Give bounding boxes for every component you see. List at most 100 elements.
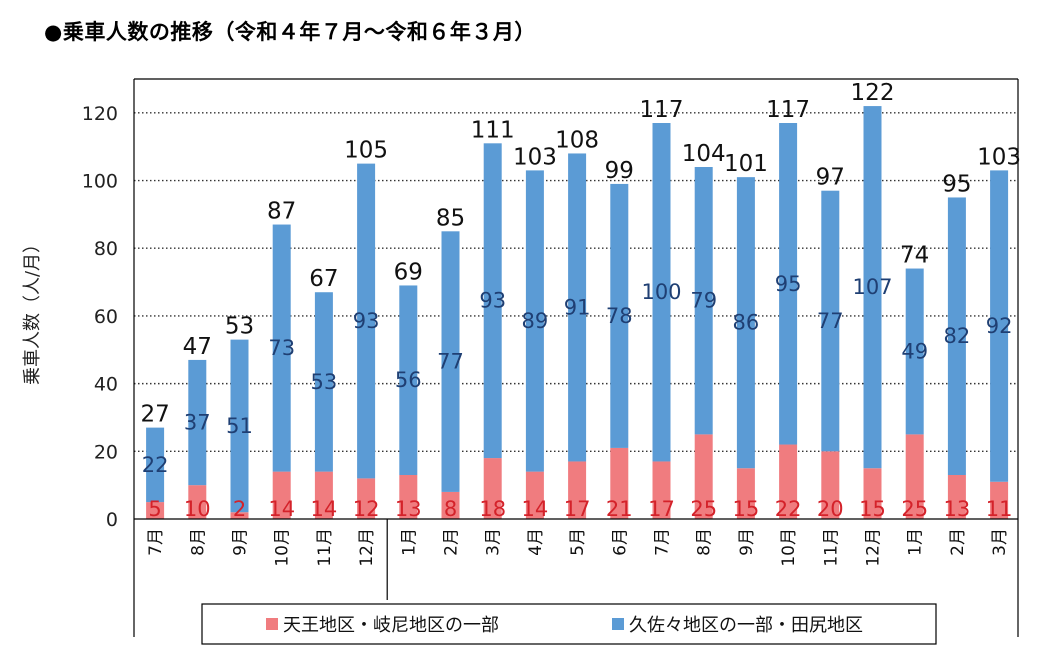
value-label-kusaza: 82 — [944, 324, 971, 348]
y-axis-label: 乗車人数（人/月） — [22, 235, 43, 385]
x-category-label: 9月 — [231, 528, 251, 556]
bar-segment-kusaza — [525, 170, 544, 472]
legend-swatch-tenno — [266, 618, 278, 630]
bar-segment-kusaza — [652, 123, 671, 462]
data-labels: 27 22 5 47 37 10 53 51 2 87 73 14 67 53 14 105 93 12 69 56 1… — [140, 80, 1021, 521]
value-label-tenno: 5 — [148, 497, 161, 521]
total-label: 104 — [682, 141, 726, 167]
value-label-kusaza: 53 — [311, 370, 338, 394]
legend-box — [201, 603, 937, 645]
total-label: 101 — [724, 151, 768, 177]
x-category-label: 5月 — [568, 528, 588, 556]
bar-segment-tenno — [694, 434, 713, 519]
bar-segment-tenno — [357, 478, 376, 519]
value-label-kusaza: 78 — [606, 304, 633, 328]
bar-segment-kusaza — [314, 292, 333, 472]
bar-segment-tenno — [779, 444, 798, 519]
total-label: 95 — [942, 171, 971, 197]
value-label-tenno: 17 — [648, 497, 675, 521]
total-label: 103 — [513, 144, 557, 170]
bar-segment-kusaza — [779, 123, 798, 445]
bar-segment-tenno — [399, 475, 418, 519]
total-label: 103 — [977, 144, 1021, 170]
bar-segment-tenno — [146, 502, 165, 519]
value-label-tenno: 17 — [564, 497, 591, 521]
bar-segment-kusaza — [272, 224, 291, 472]
x-category-label: 7月 — [653, 528, 673, 556]
total-label: 111 — [471, 117, 515, 143]
x-category-label: 2月 — [948, 528, 968, 556]
x-category-label: 10月 — [779, 528, 799, 567]
bar-segment-tenno — [905, 434, 924, 519]
value-label-kusaza: 22 — [142, 453, 169, 477]
value-label-kusaza: 56 — [395, 368, 422, 392]
total-label: 87 — [267, 199, 296, 225]
x-category-label: 1月 — [906, 528, 926, 556]
x-category-label: 4月 — [526, 528, 546, 556]
value-label-kusaza: 49 — [901, 339, 928, 363]
bar-segment-kusaza — [483, 143, 502, 459]
value-label-tenno: 14 — [268, 497, 295, 521]
bar-segment-kusaza — [610, 183, 629, 448]
bar-segment-tenno — [188, 485, 207, 519]
bar-segment-kusaza — [568, 153, 587, 462]
bar-segment-tenno — [947, 475, 966, 519]
y-tick-label: 120 — [82, 103, 118, 125]
bar-segment-tenno — [610, 447, 629, 519]
value-label-tenno: 25 — [690, 497, 717, 521]
y-tick-label: 40 — [94, 374, 118, 396]
bar-segment-kusaza — [146, 427, 165, 503]
x-category-label: 11月 — [315, 528, 335, 567]
value-label-tenno: 15 — [859, 497, 886, 521]
bar-segment-kusaza — [905, 268, 924, 435]
y-tick-label: 60 — [94, 306, 118, 328]
total-label: 99 — [605, 158, 634, 184]
value-label-kusaza: 100 — [641, 280, 681, 304]
y-tick-label: 20 — [94, 441, 118, 463]
value-label-kusaza: 86 — [733, 311, 760, 335]
bar-segment-tenno — [863, 468, 882, 519]
value-label-tenno: 15 — [733, 497, 760, 521]
total-label: 74 — [900, 243, 929, 269]
value-label-kusaza: 77 — [437, 350, 464, 374]
bar-segment-tenno — [230, 512, 249, 519]
value-label-kusaza: 79 — [690, 289, 717, 313]
legend-label-kusaza: 久佐々地区の一部・田尻地区 — [629, 615, 863, 636]
bar-segment-kusaza — [736, 177, 755, 469]
value-label-tenno: 22 — [775, 497, 802, 521]
bar-segment-kusaza — [230, 339, 249, 513]
bar-segment-kusaza — [863, 106, 882, 469]
x-category-label: 1月 — [399, 528, 419, 556]
value-label-kusaza: 93 — [479, 289, 506, 313]
axes — [133, 78, 1019, 637]
bar-segment-kusaza — [694, 167, 713, 435]
value-label-tenno: 13 — [395, 497, 422, 521]
legend-swatch-kusaza — [612, 618, 624, 630]
x-category-label: 11月 — [821, 528, 841, 567]
x-category-label: 12月 — [357, 528, 377, 567]
x-category-label: 7月 — [146, 528, 166, 556]
value-label-tenno: 11 — [986, 497, 1013, 521]
x-category-label: 3月 — [484, 528, 504, 556]
bar-segment-kusaza — [441, 231, 460, 492]
value-label-tenno: 14 — [311, 497, 338, 521]
y-tick-label: 100 — [82, 171, 118, 193]
total-label: 122 — [851, 80, 895, 106]
value-label-tenno: 13 — [944, 497, 971, 521]
value-label-tenno: 12 — [353, 497, 380, 521]
bar-segment-tenno — [990, 481, 1009, 519]
total-label: 53 — [225, 314, 254, 340]
x-categories: 7月 8月 9月 10月 11月 12月 1月 2月 3月 4月 5月 6月 7月 8月 9月 10月 11月 1… — [146, 528, 1010, 567]
y-tick-label: 80 — [94, 238, 118, 260]
bar-segment-kusaza — [357, 163, 376, 479]
total-label: 97 — [816, 165, 845, 191]
bars — [146, 106, 1009, 519]
total-label: 117 — [766, 97, 810, 123]
y-tick-label: 0 — [106, 509, 118, 531]
value-label-tenno: 10 — [184, 497, 211, 521]
x-category-label: 3月 — [990, 528, 1010, 556]
bar-segment-tenno — [568, 461, 587, 519]
value-label-kusaza: 91 — [564, 295, 591, 319]
value-label-kusaza: 95 — [775, 272, 802, 296]
total-label: 108 — [555, 127, 599, 153]
